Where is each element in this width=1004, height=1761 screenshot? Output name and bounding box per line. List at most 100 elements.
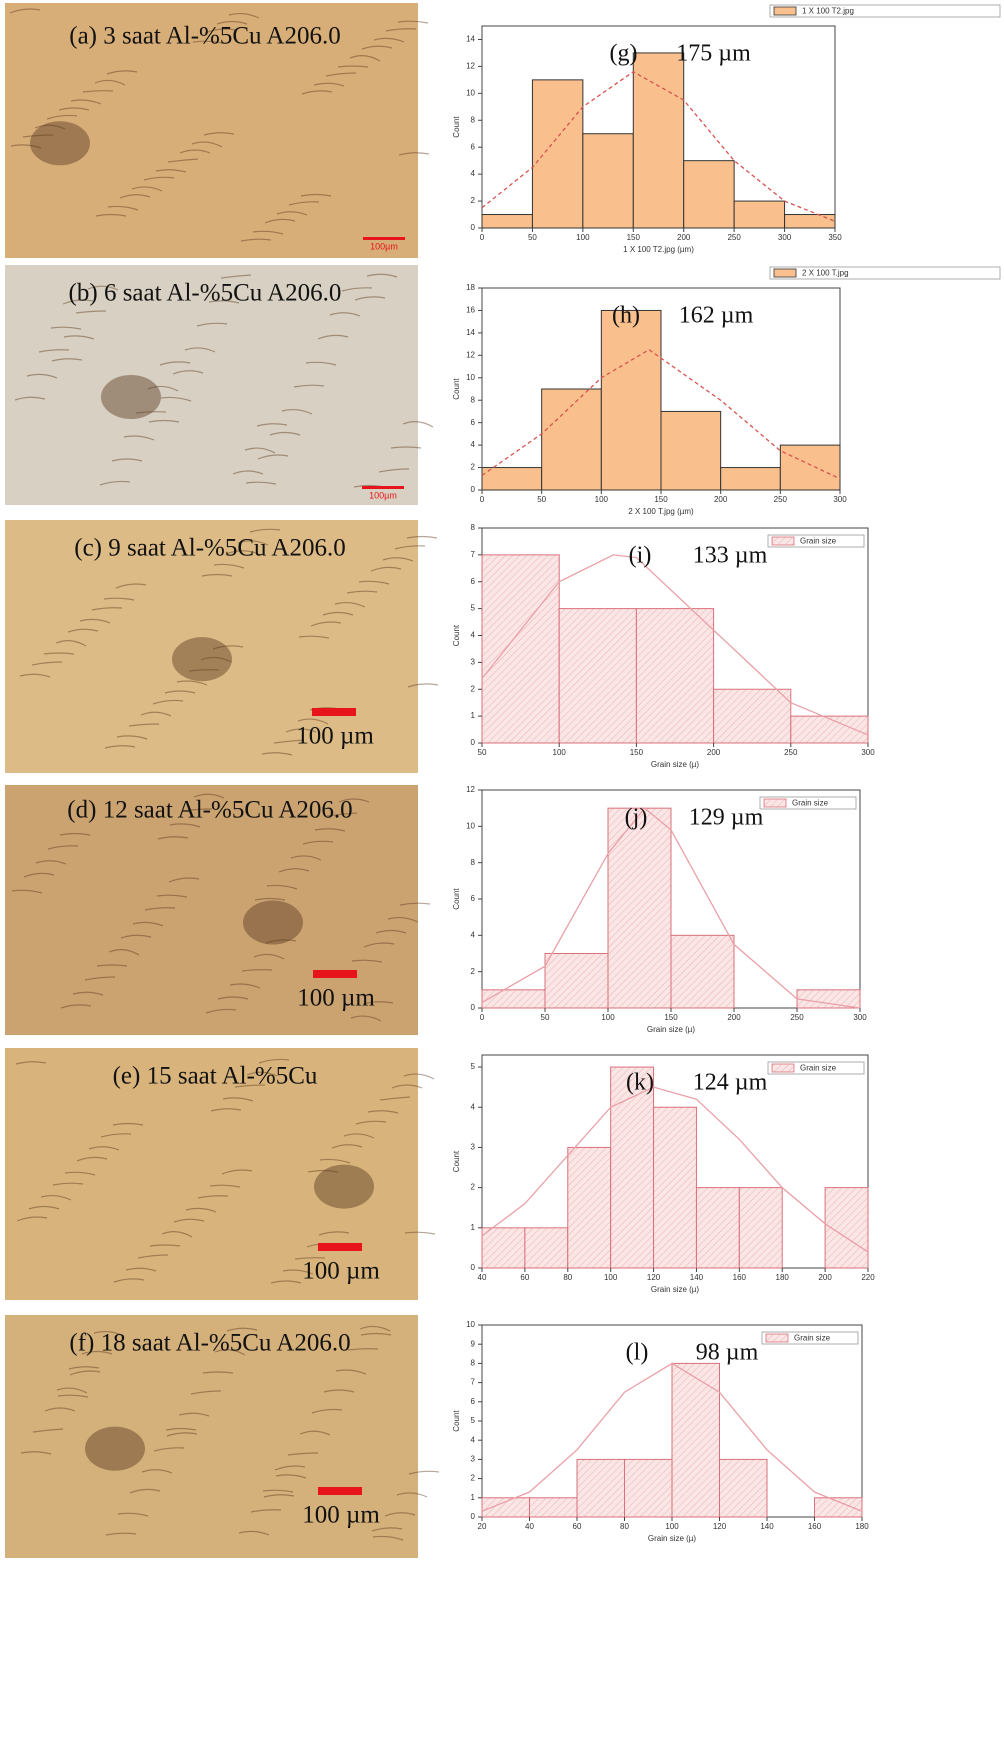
legend-swatch bbox=[772, 537, 794, 545]
dark-spot bbox=[172, 637, 232, 681]
dark-spot bbox=[30, 121, 90, 165]
x-axis-label: Grain size (µ) bbox=[651, 1285, 700, 1294]
bar bbox=[661, 411, 721, 490]
x-tick-label: 300 bbox=[853, 1013, 867, 1022]
scale-bar-label: 100 µm bbox=[296, 723, 374, 750]
x-tick-label: 250 bbox=[774, 495, 788, 504]
x-tick-label: 20 bbox=[478, 1522, 487, 1531]
y-tick-label: 5 bbox=[471, 1062, 476, 1071]
y-tick-label: 10 bbox=[466, 88, 475, 97]
y-tick-label: 6 bbox=[471, 142, 476, 151]
y-tick-label: 16 bbox=[466, 306, 475, 315]
y-tick-label: 9 bbox=[471, 1339, 476, 1348]
x-tick-label: 0 bbox=[480, 1013, 485, 1022]
bar bbox=[671, 935, 734, 1008]
x-tick-label: 40 bbox=[525, 1522, 534, 1531]
micrograph-label: (a) 3 saat Al-%5Cu A206.0 bbox=[69, 23, 340, 50]
annotation: 98 µm bbox=[696, 1340, 759, 1366]
bar bbox=[482, 1498, 530, 1517]
legend-swatch bbox=[774, 269, 796, 277]
x-tick-label: 200 bbox=[714, 495, 728, 504]
y-tick-label: 4 bbox=[471, 631, 476, 640]
bar bbox=[654, 1107, 697, 1268]
x-tick-label: 150 bbox=[654, 495, 668, 504]
y-tick-label: 5 bbox=[471, 1416, 476, 1425]
y-tick-label: 12 bbox=[466, 785, 475, 794]
x-tick-label: 200 bbox=[818, 1273, 832, 1282]
y-tick-label: 10 bbox=[466, 373, 475, 382]
bar bbox=[525, 1228, 568, 1268]
x-tick-label: 350 bbox=[828, 233, 842, 242]
y-tick-label: 0 bbox=[471, 1512, 476, 1521]
scale-bar bbox=[318, 1487, 362, 1495]
annotation: 162 µm bbox=[679, 303, 754, 329]
x-tick-label: 150 bbox=[630, 748, 644, 757]
legend-swatch bbox=[772, 1064, 794, 1072]
y-tick-label: 1 bbox=[471, 711, 476, 720]
micrograph-label: (d) 12 saat Al-%5Cu A206.0 bbox=[67, 797, 352, 824]
x-tick-label: 60 bbox=[520, 1273, 529, 1282]
scale-bar bbox=[363, 237, 405, 240]
x-tick-label: 120 bbox=[647, 1273, 661, 1282]
micrograph-label: (f) 18 saat Al-%5Cu A206.0 bbox=[69, 1330, 350, 1357]
y-axis-label: Count bbox=[452, 624, 461, 646]
bar bbox=[482, 215, 532, 228]
panel-label: (k) bbox=[626, 1070, 654, 1096]
legend-label: Grain size bbox=[794, 1334, 831, 1343]
y-tick-label: 2 bbox=[471, 684, 476, 693]
x-tick-label: 250 bbox=[790, 1013, 804, 1022]
bar bbox=[739, 1188, 782, 1268]
bar bbox=[482, 990, 545, 1008]
panel-label: (l) bbox=[626, 1340, 649, 1366]
bar bbox=[545, 954, 608, 1009]
scale-bar-label: 100 µm bbox=[297, 985, 375, 1012]
annotation: 175 µm bbox=[676, 41, 751, 67]
bar bbox=[672, 1363, 720, 1517]
x-tick-label: 100 bbox=[665, 1522, 679, 1531]
y-tick-label: 10 bbox=[466, 1320, 475, 1329]
bar bbox=[633, 53, 683, 228]
bar bbox=[720, 1459, 768, 1517]
y-tick-label: 8 bbox=[471, 1359, 476, 1368]
x-tick-label: 200 bbox=[727, 1013, 741, 1022]
annotation: 129 µm bbox=[689, 805, 764, 831]
x-tick-label: 100 bbox=[553, 748, 567, 757]
legend-label: 2 X 100 T.jpg bbox=[802, 269, 849, 278]
panel-label: (h) bbox=[612, 303, 640, 329]
y-axis-label: Count bbox=[452, 378, 461, 400]
y-tick-label: 1 bbox=[471, 1493, 476, 1502]
bar bbox=[542, 389, 602, 490]
bar bbox=[625, 1459, 673, 1517]
scale-bar bbox=[313, 970, 357, 978]
x-tick-label: 50 bbox=[541, 1013, 550, 1022]
y-tick-label: 7 bbox=[471, 550, 476, 559]
legend-swatch bbox=[774, 7, 796, 15]
y-tick-label: 0 bbox=[471, 1263, 476, 1272]
bar bbox=[714, 689, 791, 743]
y-tick-label: 0 bbox=[471, 738, 476, 747]
panel-label: (g) bbox=[610, 41, 638, 67]
y-axis-label: Count bbox=[452, 888, 461, 910]
y-tick-label: 12 bbox=[466, 350, 475, 359]
bar bbox=[482, 1228, 525, 1268]
x-axis-label: 2 X 100 T.jpg (µm) bbox=[628, 507, 694, 516]
y-tick-label: 6 bbox=[471, 418, 476, 427]
y-tick-label: 2 bbox=[471, 1474, 476, 1483]
x-tick-label: 80 bbox=[620, 1522, 629, 1531]
y-tick-label: 4 bbox=[471, 1102, 476, 1111]
legend-swatch bbox=[766, 1334, 788, 1342]
bar bbox=[636, 609, 713, 743]
x-tick-label: 80 bbox=[563, 1273, 572, 1282]
x-tick-label: 100 bbox=[576, 233, 590, 242]
dark-spot bbox=[314, 1165, 374, 1209]
y-tick-label: 14 bbox=[466, 35, 475, 44]
y-tick-label: 1 bbox=[471, 1223, 476, 1232]
grain-boundary bbox=[407, 537, 437, 539]
legend-swatch bbox=[764, 799, 786, 807]
x-axis-label: Grain size (µ) bbox=[651, 760, 700, 769]
y-tick-label: 6 bbox=[471, 1397, 476, 1406]
x-tick-label: 40 bbox=[478, 1273, 487, 1282]
x-tick-label: 140 bbox=[760, 1522, 774, 1531]
scale-bar-label: 100 µm bbox=[302, 1502, 380, 1529]
legend-label: Grain size bbox=[792, 799, 829, 808]
